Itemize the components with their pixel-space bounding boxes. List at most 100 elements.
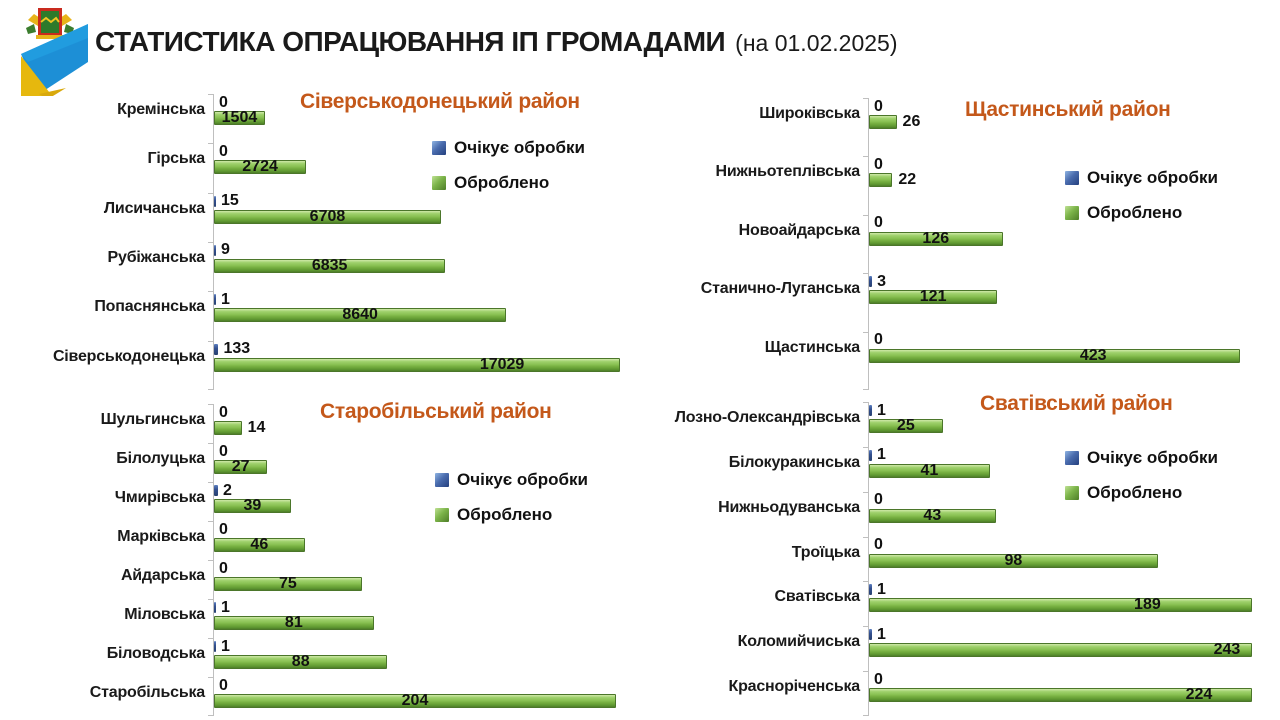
waiting-bar (869, 449, 872, 461)
waiting-value-label: 0 (874, 155, 883, 173)
legend-item-waiting: Очікує обробки (1065, 168, 1218, 188)
processed-bar (214, 577, 362, 591)
processed-swatch-icon (1065, 486, 1079, 500)
processed-bar (214, 421, 242, 435)
legend-item-processed: Оброблено (432, 173, 585, 193)
processed-bar (214, 308, 507, 323)
waiting-value-label: 3 (877, 272, 887, 290)
plot-area: 0 14 (208, 403, 618, 443)
processed-bar (869, 115, 897, 129)
plot-area: 0 2724 (208, 143, 620, 193)
processed-value-label: 8640 (342, 306, 378, 324)
category-row: Шульгинська 0 14 (0, 404, 618, 443)
waiting-swatch-icon (432, 141, 446, 155)
legend-item-processed: Оброблено (1065, 483, 1218, 503)
chart-title: Щастинський район (965, 98, 1171, 121)
legend-waiting-label: Очікує обробки (1087, 448, 1219, 467)
waiting-bar (869, 276, 873, 288)
waiting-value-label: 1 (221, 598, 230, 616)
category-label: Біловодська (106, 645, 205, 662)
plot-area: 133 17029 (208, 340, 620, 391)
page-header: СТАТИСТИКА ОПРАЦЮВАННЯ ІП ГРОМАДАМИ (на … (0, 0, 1280, 96)
waiting-bar (214, 602, 216, 613)
processed-value-label: 6835 (311, 256, 348, 274)
processed-value-label: 189 (1134, 596, 1161, 614)
waiting-bar (869, 405, 872, 416)
processed-value-label: 46 (250, 536, 269, 553)
legend-item-waiting: Очікує обробки (1065, 448, 1218, 468)
page-title: СТАТИСТИКА ОПРАЦЮВАННЯ ІП ГРОМАДАМИ (95, 26, 726, 57)
category-row: Біловодська 1 88 (0, 638, 618, 677)
chart-legend: Очікує обробки Оброблено (432, 138, 585, 193)
processed-value-label: 75 (278, 575, 297, 592)
waiting-bar (869, 629, 872, 641)
category-label: Попаснянська (94, 298, 205, 316)
plot-area: 1 25 (863, 402, 1252, 447)
processed-value-label: 22 (898, 171, 917, 189)
processed-bar (214, 460, 268, 474)
processed-value-label: 17029 (479, 355, 525, 373)
processed-value-label: 14 (247, 419, 266, 436)
plot-area: 1 189 (863, 581, 1252, 627)
waiting-swatch-icon (1065, 451, 1079, 465)
category-label: Коломийчиська (737, 633, 861, 651)
plot-area: 0 1504 (208, 94, 620, 144)
plot-area: 15 6708 (208, 192, 620, 242)
processed-bar (869, 508, 996, 523)
category-label: Красноріченська (728, 678, 861, 696)
waiting-value-label: 0 (219, 676, 228, 694)
category-label: Старобільська (89, 684, 205, 701)
processed-value-label: 1504 (221, 109, 258, 126)
processed-value-label: 41 (920, 461, 939, 479)
plot-area: 1 8640 (208, 291, 620, 341)
category-label: Білокуракинська (728, 453, 860, 471)
waiting-bar (869, 584, 872, 596)
luhansk-region-logo-icon (21, 8, 88, 96)
processed-bar (214, 616, 374, 630)
plot-area: 1 81 (208, 598, 618, 638)
category-row: Лозно-Олександрівська 1 25 (640, 402, 1252, 447)
category-label: Гірська (147, 150, 205, 168)
processed-bar (869, 643, 1252, 658)
legend-processed-label: Оброблено (457, 505, 553, 524)
legend-waiting-label: Очікує обробки (454, 138, 586, 157)
waiting-value-label: 133 (223, 340, 251, 358)
processed-value-label: 27 (231, 458, 250, 475)
processed-bar (869, 290, 998, 305)
category-label: Рубіжанська (107, 248, 206, 266)
plot-area: 0 43 (863, 491, 1252, 537)
waiting-value-label: 0 (219, 403, 228, 421)
waiting-value-label: 0 (874, 491, 883, 509)
category-row: Широківська 0 26 (640, 98, 1240, 157)
category-row: Лисичанська 15 6708 (0, 192, 620, 242)
waiting-value-label: 0 (874, 214, 883, 232)
processed-bar (214, 357, 620, 372)
legend-processed-label: Оброблено (454, 173, 550, 192)
category-row: Коломийчиська 1 243 (640, 626, 1252, 672)
processed-value-label: 2724 (242, 158, 278, 176)
processed-value-label: 121 (919, 288, 947, 306)
category-label: Лисичанська (103, 199, 205, 217)
chart-legend: Очікує обробки Оброблено (1065, 168, 1218, 223)
legend-waiting-label: Очікує обробки (1087, 168, 1219, 187)
waiting-value-label: 1 (221, 637, 230, 655)
processed-bar (869, 463, 990, 478)
chart-rows: Лозно-Олександрівська 1 25 Білокуракинська 1… (640, 402, 1252, 717)
category-row: Нижньодуванська 0 43 (640, 491, 1252, 537)
legend-processed-label: Оброблено (1087, 483, 1183, 502)
category-row: Кремінська 0 1504 (0, 94, 620, 144)
waiting-bar (214, 195, 216, 207)
waiting-bar (214, 485, 218, 496)
category-row: Новоайдарська 0 126 (640, 214, 1240, 274)
processed-swatch-icon (1065, 206, 1079, 220)
category-label: Лозно-Олександрівська (674, 409, 861, 426)
processed-value-label: 98 (1004, 551, 1023, 569)
legend-item-processed: Оброблено (435, 505, 588, 525)
processed-value-label: 6708 (309, 207, 346, 225)
category-row: Станично-Луганська 3 121 (640, 272, 1240, 332)
processed-bar (869, 173, 893, 188)
waiting-value-label: 0 (874, 331, 883, 349)
waiting-value-label: 15 (221, 192, 239, 210)
processed-value-label: 88 (291, 653, 310, 670)
category-row: Старобільська 0 204 (0, 677, 618, 716)
